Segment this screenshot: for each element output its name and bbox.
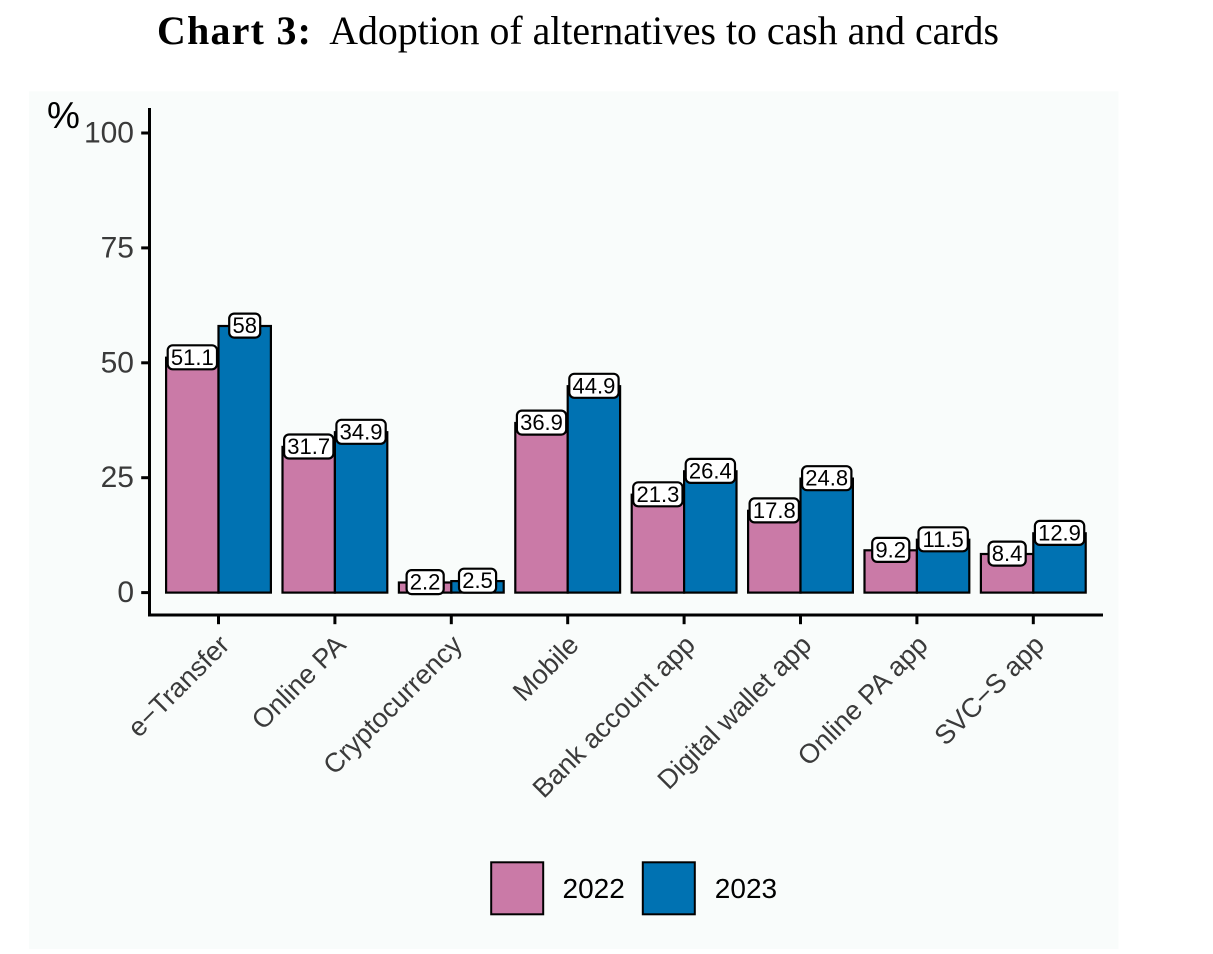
svg-text:34.9: 34.9 — [340, 419, 383, 444]
svg-text:0: 0 — [117, 576, 134, 609]
svg-text:2.2: 2.2 — [410, 570, 441, 595]
svg-text:58: 58 — [232, 313, 256, 338]
svg-text:2022: 2022 — [563, 873, 625, 904]
svg-text:8.4: 8.4 — [992, 541, 1023, 566]
svg-text:17.8: 17.8 — [753, 498, 796, 523]
svg-text:21.3: 21.3 — [636, 482, 679, 507]
svg-text:75: 75 — [101, 231, 134, 264]
svg-text:25: 25 — [101, 461, 134, 494]
svg-text:26.4: 26.4 — [689, 458, 732, 483]
svg-text:%: % — [47, 95, 80, 136]
svg-text:44.9: 44.9 — [572, 373, 615, 398]
svg-text:51.1: 51.1 — [171, 345, 214, 370]
svg-text:31.7: 31.7 — [287, 434, 330, 459]
svg-text:11.5: 11.5 — [923, 527, 964, 552]
svg-text:2023: 2023 — [715, 873, 777, 904]
svg-text:12.9: 12.9 — [1038, 520, 1081, 545]
svg-text:50: 50 — [101, 346, 134, 379]
svg-text:9.2: 9.2 — [875, 537, 906, 562]
svg-text:36.9: 36.9 — [520, 410, 563, 435]
svg-text:Chart 3:Adoption of alternativ: Chart 3: Adoption of alternatives to cash… — [157, 9, 999, 53]
svg-text:24.8: 24.8 — [805, 466, 848, 491]
svg-text:100: 100 — [84, 117, 134, 150]
svg-text:2.5: 2.5 — [462, 568, 493, 593]
